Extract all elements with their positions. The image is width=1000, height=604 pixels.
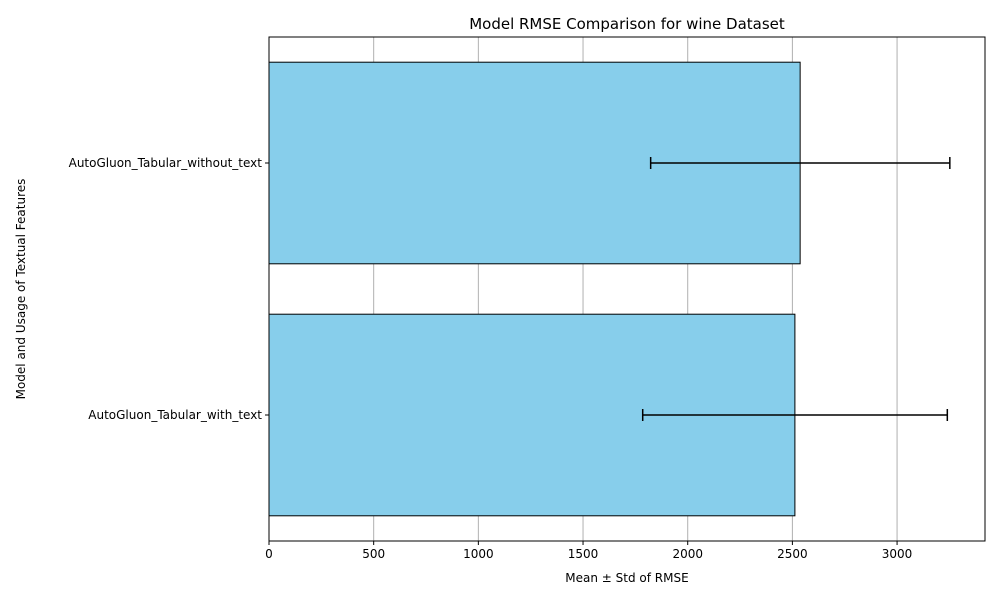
error-bars [641, 157, 951, 421]
y-axis-label: Model and Usage of Textual Features [14, 179, 28, 400]
x-tick-label: 1500 [568, 547, 599, 561]
x-axis-ticks: 0 500 1000 1500 2000 2500 3000 [265, 541, 912, 561]
x-tick-label: 500 [362, 547, 385, 561]
y-tick-label: AutoGluon_Tabular_with_text [88, 408, 262, 422]
chart-title: Model RMSE Comparison for wine Dataset [469, 15, 785, 33]
x-tick-label: 0 [265, 547, 273, 561]
x-tick-label: 3000 [882, 547, 913, 561]
y-axis-ticks: AutoGluon_Tabular_with_text AutoGluon_Tab… [69, 156, 269, 422]
x-tick-label: 2500 [777, 547, 808, 561]
x-tick-label: 1000 [463, 547, 494, 561]
y-tick-label: AutoGluon_Tabular_without_text [69, 156, 263, 170]
plot-frame [268, 36, 986, 542]
x-tick-label: 2000 [672, 547, 703, 561]
x-axis-label: Mean ± Std of RMSE [565, 571, 688, 585]
